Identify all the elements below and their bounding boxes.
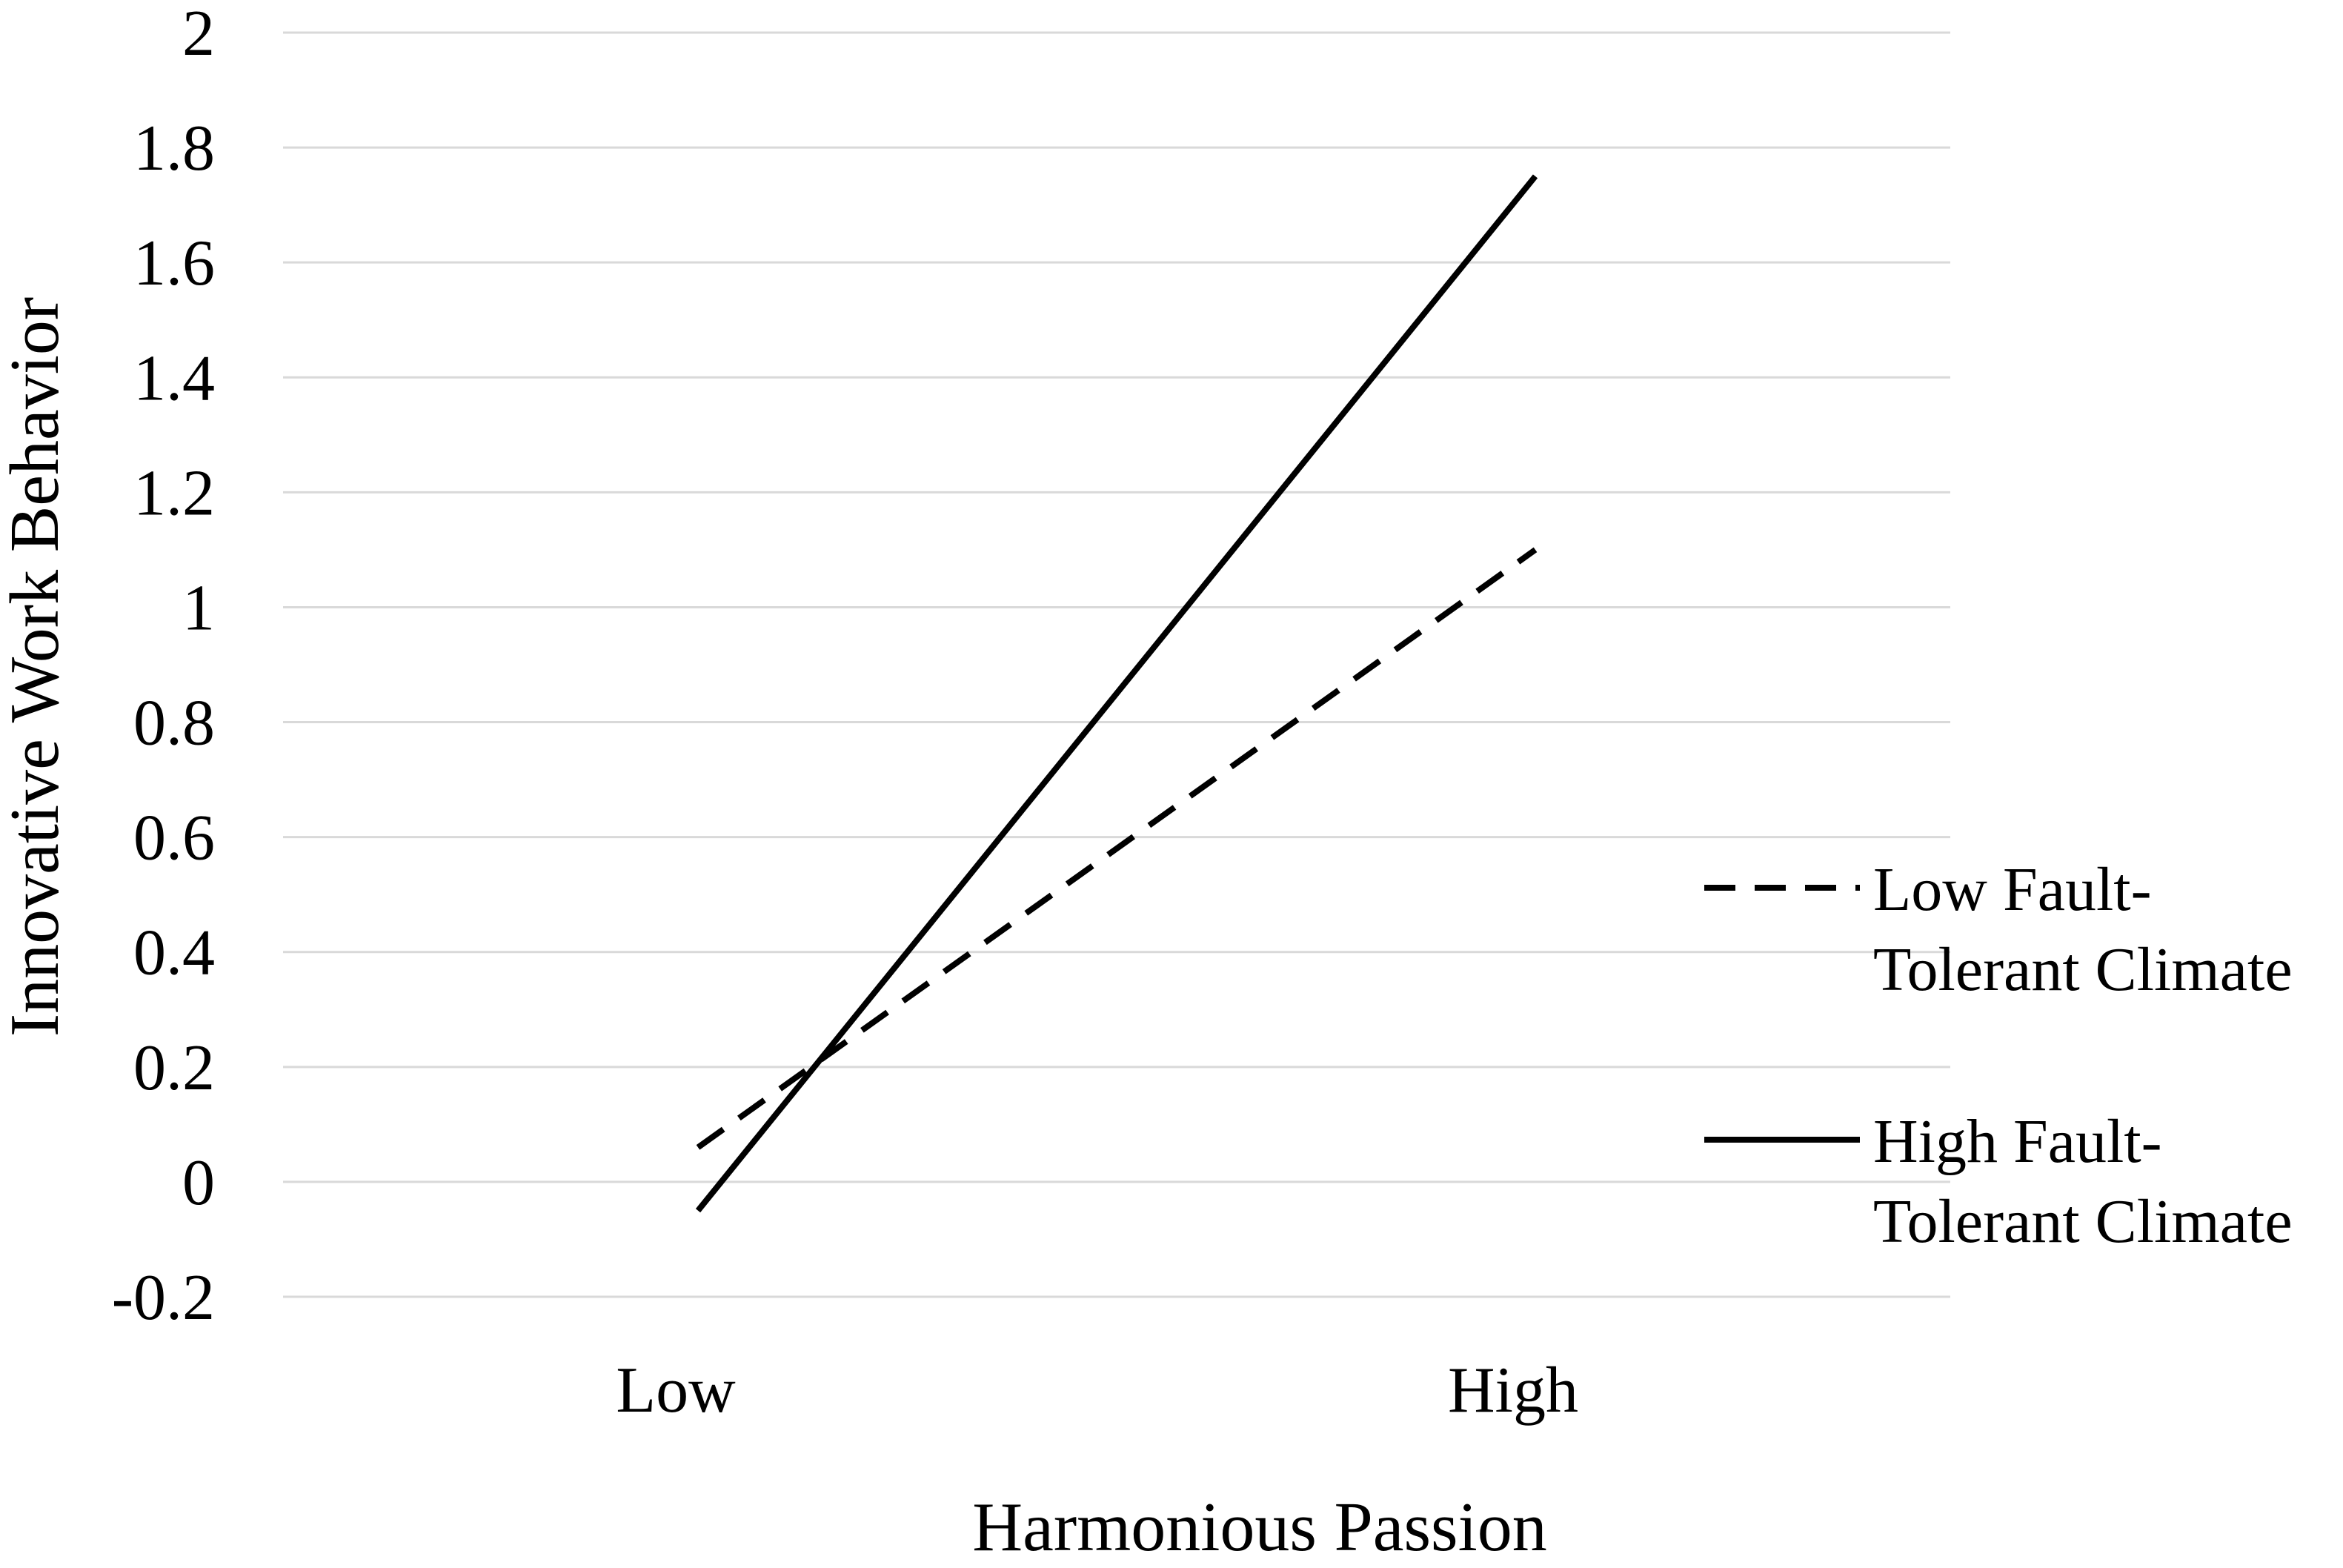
y-tick-label: 0.8 [133,688,215,760]
legend-label: Low Fault- [1873,855,2152,924]
x-tick-label: Low [616,1355,736,1426]
gridlines [283,31,1950,1298]
x-tick-label: High [1448,1355,1578,1426]
y-tick-label: 0.2 [133,1032,215,1104]
y-tick-label: 1.4 [133,342,215,414]
y-tick-label: 1.2 [133,457,215,529]
legend-label: Tolerant Climate [1873,935,2293,1004]
y-axis-ticks: -0.2 0 0.2 0.4 0.6 0.8 1 1.2 1.4 1.6 1.8 2 [112,0,215,1334]
y-tick-label: 1.8 [133,113,215,185]
y-axis-title: Innovative Work Behavior [0,297,73,1037]
y-tick-label: 0.6 [133,803,215,874]
series-line-high-fault-tolerant [695,174,1538,1213]
y-tick-label: 0 [182,1147,215,1219]
legend: Low Fault- Tolerant Climate High Fault- Tol… [1704,855,2293,1256]
legend-label: Tolerant Climate [1873,1187,2293,1256]
y-tick-label: 2 [182,0,215,70]
y-tick-label: 0.4 [133,917,215,989]
y-tick-label: 1.6 [133,227,215,299]
x-axis-title: Harmonious Passion [972,1489,1547,1566]
x-axis-ticks: Low High [616,1355,1578,1426]
y-tick-label: -0.2 [112,1262,215,1334]
legend-label: High Fault- [1873,1107,2162,1176]
plot-series [695,174,1538,1213]
y-tick-label: 1 [182,572,215,644]
series-line-low-fault-tolerant [696,547,1538,1150]
